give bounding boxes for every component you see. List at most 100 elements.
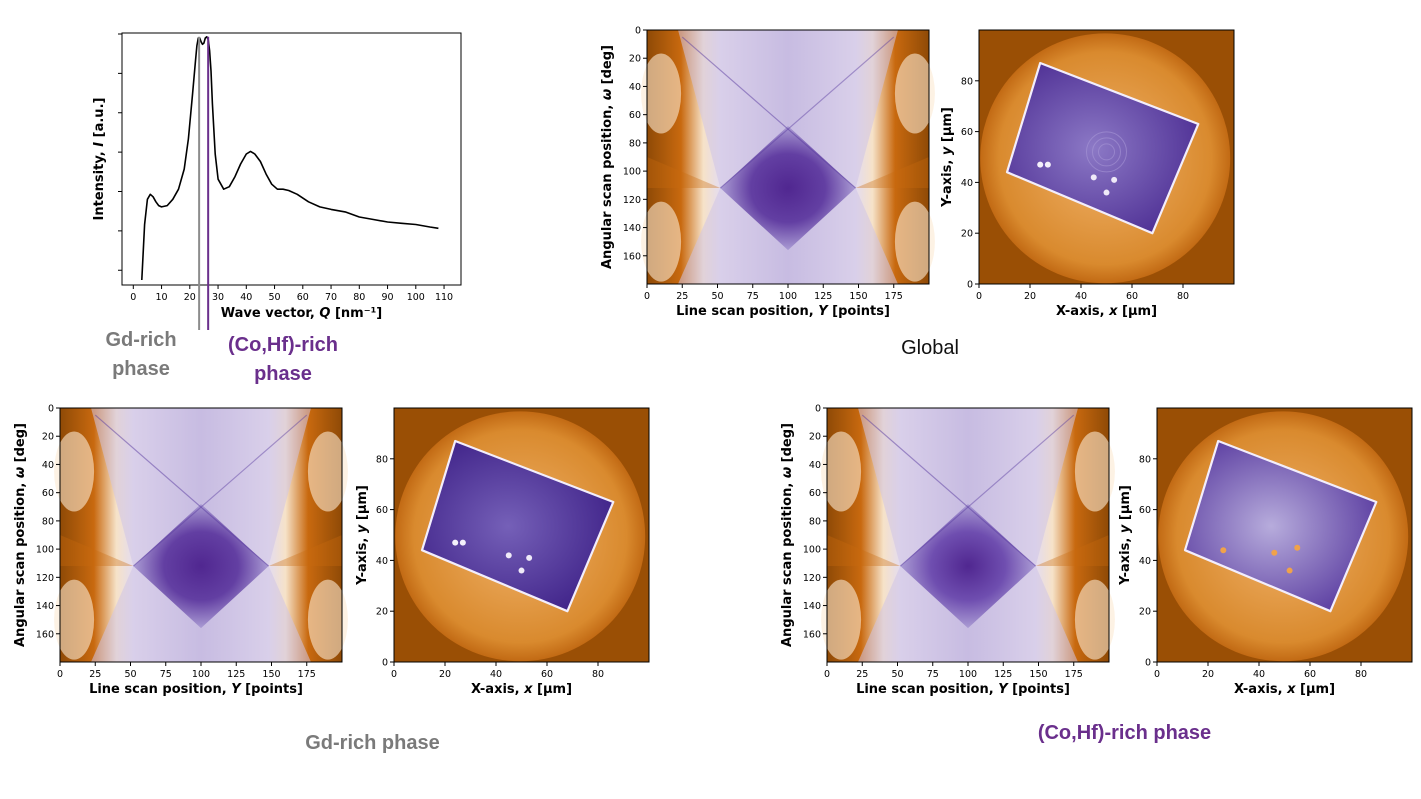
inclusion-spot xyxy=(1220,547,1227,554)
gd-rich-sinogram: 0 25 50 75 100 125 150 175 0 20 40 60 80 100 120 140 160… xyxy=(13,404,348,697)
cohf-rich-reconstruction: 0 20 40 60 80 0 20 40 60 80 X-axis, x [μm] Y-axis, … xyxy=(1118,407,1413,697)
x-tick-label: 175 xyxy=(298,669,316,680)
x-tick-label: 0 xyxy=(130,292,136,303)
y-tick-label: 60 xyxy=(809,488,821,499)
x-tick-label: 100 xyxy=(779,291,797,302)
y-tick-label: 0 xyxy=(382,658,388,669)
sinogram-waist-right xyxy=(855,157,929,189)
x-tick-label: 20 xyxy=(1024,291,1036,302)
x-tick-label: 80 xyxy=(1177,291,1189,302)
x-tick-label: 60 xyxy=(1304,669,1316,680)
x-tick-label: 20 xyxy=(184,292,196,303)
x-tick-label: 10 xyxy=(156,292,168,303)
x-axis-label: X-axis, x [μm] xyxy=(1234,682,1335,697)
y-tick-label: 80 xyxy=(1139,454,1151,465)
y-tick-label: 100 xyxy=(803,545,821,556)
y-tick-label: 0 xyxy=(1145,658,1151,669)
gd-rich-marker-line2: phase xyxy=(112,358,170,380)
x-axis-label: Line scan position, Y [points] xyxy=(89,682,303,697)
sinogram-waist-left xyxy=(60,535,134,567)
x-tick-label: 75 xyxy=(160,669,172,680)
global-sinogram: 0 25 50 75 100 125 150 175 0 20 40 60 80 100 120 140 160… xyxy=(600,26,935,319)
x-tick-label: 0 xyxy=(391,669,397,680)
x-tick-label: 125 xyxy=(994,669,1012,680)
y-tick-label: 40 xyxy=(629,82,641,93)
sinogram-waist-left xyxy=(827,535,901,567)
y-tick-label: 0 xyxy=(635,26,641,37)
y-tick-label: 40 xyxy=(961,178,973,189)
x-tick-label: 0 xyxy=(976,291,982,302)
x-tick-label: 0 xyxy=(824,669,830,680)
gd-rich-caption: Gd-rich phase xyxy=(305,732,440,754)
y-tick-label: 60 xyxy=(961,127,973,138)
x-tick-label: 50 xyxy=(269,292,281,303)
sinogram-lobe xyxy=(1074,579,1115,660)
y-tick-label: 160 xyxy=(36,629,54,640)
y-tick-label: 20 xyxy=(42,432,54,443)
x-tick-label: 125 xyxy=(814,291,832,302)
x-tick-label: 25 xyxy=(676,291,688,302)
global-caption: Global xyxy=(901,337,959,359)
inclusion-spot xyxy=(1271,549,1278,556)
x-tick-label: 60 xyxy=(297,292,309,303)
inclusion-spot xyxy=(1044,161,1051,168)
y-tick-label: 0 xyxy=(48,404,54,415)
sinogram-lobe xyxy=(894,201,935,282)
x-tick-label: 175 xyxy=(1065,669,1083,680)
x-tick-label: 40 xyxy=(1075,291,1087,302)
cohf-rich-marker-line1: (Co,Hf)-rich xyxy=(228,334,338,356)
y-tick-label: 20 xyxy=(376,607,388,618)
x-tick-label: 40 xyxy=(490,669,502,680)
y-tick-label: 120 xyxy=(803,573,821,584)
x-tick-label: 60 xyxy=(1126,291,1138,302)
xrd-profile-chart: 0 10 20 30 40 50 60 70 80 90 100 110 Wave vector, Q … xyxy=(92,32,462,330)
x-tick-label: 150 xyxy=(849,291,867,302)
x-tick-label: 30 xyxy=(212,292,224,303)
gd-rich-marker-label: Gd-rich phase xyxy=(95,326,187,384)
y-tick-label: 60 xyxy=(629,110,641,121)
sinogram-streak xyxy=(132,414,308,567)
ring-artifact xyxy=(1086,131,1127,173)
y-tick-label: 40 xyxy=(809,460,821,471)
y-tick-label: 120 xyxy=(36,573,54,584)
x-tick-label: 150 xyxy=(1029,669,1047,680)
x-tick-label: 50 xyxy=(891,669,903,680)
y-tick-label: 160 xyxy=(623,251,641,262)
y-tick-label: 80 xyxy=(629,138,641,149)
y-tick-label: 140 xyxy=(623,223,641,234)
sinogram-waist-left xyxy=(647,157,721,189)
y-tick-label: 40 xyxy=(376,556,388,567)
reconstruction-frame xyxy=(978,29,1235,285)
x-tick-label: 40 xyxy=(240,292,252,303)
sample-cross-section xyxy=(1183,439,1378,613)
x-tick-label: 75 xyxy=(747,291,759,302)
inclusion-spot xyxy=(459,539,466,546)
x-tick-label: 0 xyxy=(644,291,650,302)
x-tick-label: 90 xyxy=(382,292,394,303)
ring-artifact xyxy=(1092,137,1121,167)
sinogram-lobe xyxy=(641,201,682,282)
x-tick-label: 0 xyxy=(1154,669,1160,680)
sinogram-lobe xyxy=(307,431,348,512)
sample-cross-section xyxy=(1005,61,1200,235)
cohf-rich-caption: (Co,Hf)-rich phase xyxy=(1037,722,1212,744)
gd-rich-reconstruction: 0 20 40 60 80 0 20 40 60 80 X-axis, x [μm] Y-axis, … xyxy=(355,407,650,697)
y-tick-label: 80 xyxy=(376,454,388,465)
y-tick-label: 80 xyxy=(961,76,973,87)
x-tick-label: 70 xyxy=(325,292,337,303)
y-tick-label: 20 xyxy=(629,54,641,65)
y-tick-label: 0 xyxy=(967,280,973,291)
x-tick-label: 175 xyxy=(885,291,903,302)
x-tick-label: 125 xyxy=(227,669,245,680)
sinogram-streak xyxy=(681,36,857,189)
y-tick-label: 20 xyxy=(809,432,821,443)
cohf-rich-sinogram: 0 25 50 75 100 125 150 175 0 20 40 60 80 100 120 140 160… xyxy=(780,404,1115,697)
x-tick-label: 75 xyxy=(927,669,939,680)
sinogram-diamond xyxy=(900,503,1036,629)
x-tick-label: 25 xyxy=(856,669,868,680)
sinogram-lobe xyxy=(54,431,95,512)
inclusion-spot xyxy=(505,552,512,559)
x-tick-label: 50 xyxy=(124,669,136,680)
x-tick-label: 25 xyxy=(89,669,101,680)
y-tick-label: 120 xyxy=(623,195,641,206)
